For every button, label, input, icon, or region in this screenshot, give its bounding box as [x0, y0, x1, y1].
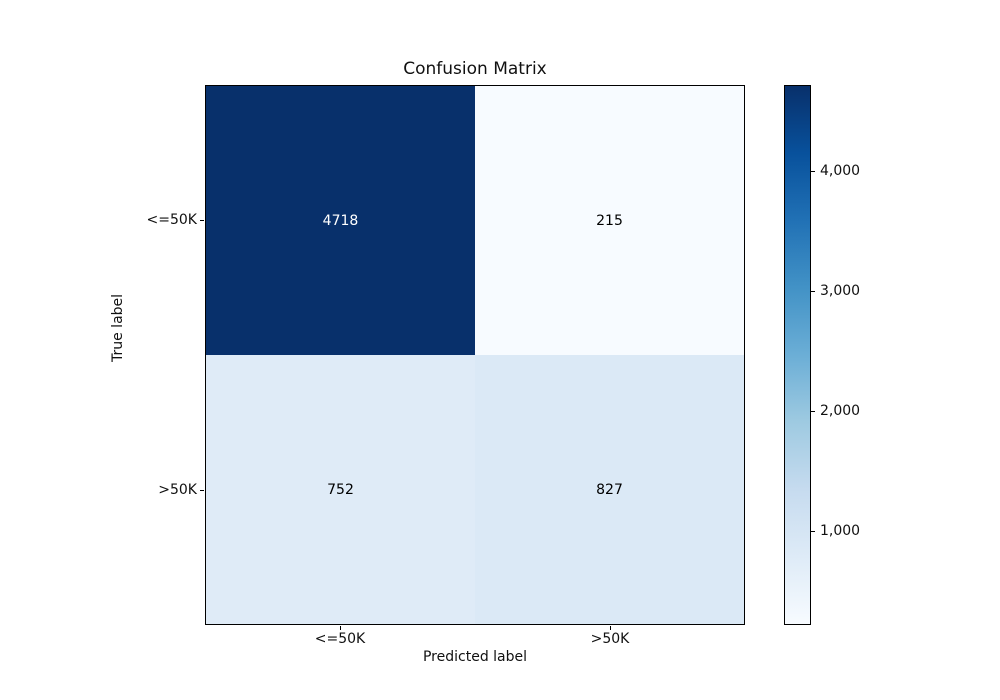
colorbar-tick-label-1000: 1,000 — [820, 523, 861, 539]
x-tick-mark-gt50k — [610, 626, 611, 630]
x-tick-mark-le50k — [340, 626, 341, 630]
heatmap-cell-true-le50k-pred-le50k: 4718 — [206, 86, 475, 355]
colorbar-tick-mark-4000 — [811, 171, 815, 172]
x-tick-label-gt50k: >50K — [590, 631, 630, 647]
cell-value: 215 — [596, 212, 623, 229]
colorbar-tick-label-3000: 3,000 — [820, 283, 861, 299]
y-tick-mark-le50k — [200, 220, 204, 221]
heatmap-cell-true-le50k-pred-gt50k: 215 — [475, 86, 744, 355]
colorbar-tick-label-2000: 2,000 — [820, 403, 861, 419]
y-axis-label: True label — [110, 293, 126, 362]
colorbar-tick-label-4000: 4,000 — [820, 163, 861, 179]
colorbar-gradient — [784, 85, 811, 625]
heatmap-cell-true-gt50k-pred-le50k: 752 — [206, 355, 475, 624]
x-axis-label: Predicted label — [422, 649, 528, 665]
y-tick-label-gt50k: >50K — [158, 482, 197, 498]
y-tick-mark-gt50k — [200, 490, 204, 491]
cell-value: 752 — [327, 481, 354, 498]
cell-value: 4718 — [322, 212, 359, 229]
colorbar-tick-mark-2000 — [811, 411, 815, 412]
y-tick-label-le50k: <=50K — [146, 212, 197, 228]
colorbar-tick-mark-1000 — [811, 531, 815, 532]
x-tick-label-le50k: <=50K — [314, 631, 366, 647]
cell-value: 827 — [596, 481, 623, 498]
chart-title: Confusion Matrix — [403, 59, 547, 79]
heatmap-plot-area: 4718 215 752 827 — [205, 85, 745, 625]
colorbar-tick-mark-3000 — [811, 291, 815, 292]
heatmap-cell-true-gt50k-pred-gt50k: 827 — [475, 355, 744, 624]
